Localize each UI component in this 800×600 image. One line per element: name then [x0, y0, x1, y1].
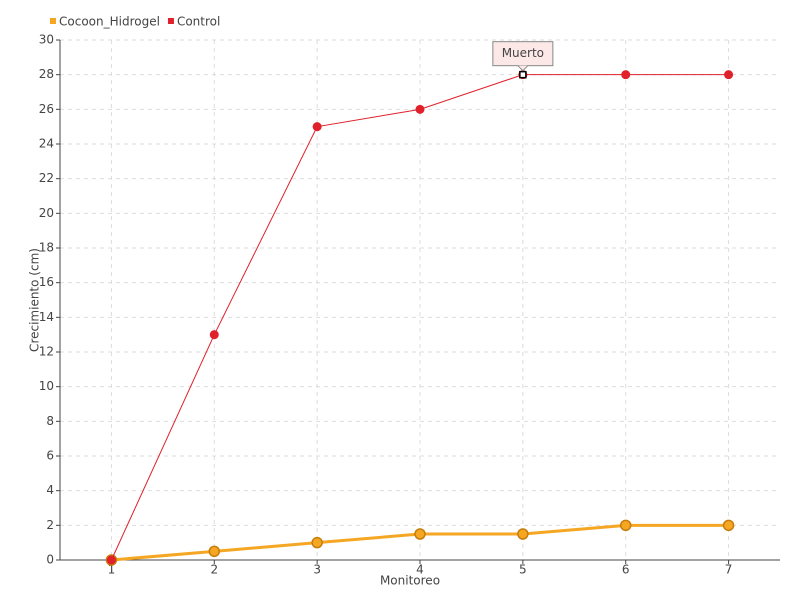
- legend-label: Control: [177, 15, 220, 29]
- data-point: [311, 536, 323, 549]
- x-tick-label: 6: [622, 563, 630, 577]
- y-tick-label: 2: [46, 518, 54, 532]
- x-tick-label: 4: [416, 563, 424, 577]
- data-point: [312, 122, 322, 132]
- y-tick-label: 0: [46, 553, 54, 567]
- legend-swatch: [50, 18, 56, 24]
- x-tick-label: 2: [210, 563, 218, 577]
- legend-label: Cocoon_Hidrogel: [59, 15, 160, 29]
- data-point: [619, 519, 632, 532]
- data-point: [724, 70, 734, 80]
- y-tick-label: 28: [39, 67, 54, 81]
- tooltip-text: Muerto: [502, 46, 544, 60]
- data-point: [722, 519, 735, 532]
- data-point: [208, 545, 221, 558]
- x-tick-label: 3: [313, 563, 321, 577]
- highlight-point: [519, 70, 527, 79]
- y-tick-label: 16: [39, 275, 54, 289]
- y-tick-label: 30: [39, 33, 54, 47]
- x-axis-label: Monitoreo: [380, 574, 440, 588]
- data-point: [209, 330, 219, 340]
- y-tick-label: 12: [39, 345, 54, 359]
- y-tick-label: 20: [39, 206, 54, 220]
- data-point: [621, 70, 631, 80]
- legend-swatch: [167, 18, 174, 24]
- y-axis-label: Crecimiento (cm): [28, 248, 42, 352]
- data-point: [106, 555, 116, 565]
- y-tick-label: 10: [39, 379, 54, 393]
- data-point: [517, 528, 529, 540]
- tooltip-box: [492, 41, 554, 67]
- y-tick-label: 22: [39, 171, 54, 185]
- x-tick-label: 5: [519, 563, 527, 577]
- x-tick-label: 7: [725, 563, 733, 577]
- y-tick-label: 4: [46, 483, 54, 497]
- y-tick-label: 8: [46, 414, 54, 428]
- y-tick-label: 6: [46, 449, 54, 463]
- y-tick-label: 18: [39, 241, 54, 255]
- x-tick-label: 1: [108, 563, 116, 577]
- y-tick-label: 14: [39, 310, 54, 324]
- tooltip-arrow: [517, 65, 529, 72]
- y-tick-label: 24: [39, 137, 54, 151]
- data-point: [415, 104, 425, 114]
- data-point: [414, 528, 426, 540]
- tooltip: Muerto: [492, 41, 554, 72]
- y-tick-label: 26: [39, 102, 54, 116]
